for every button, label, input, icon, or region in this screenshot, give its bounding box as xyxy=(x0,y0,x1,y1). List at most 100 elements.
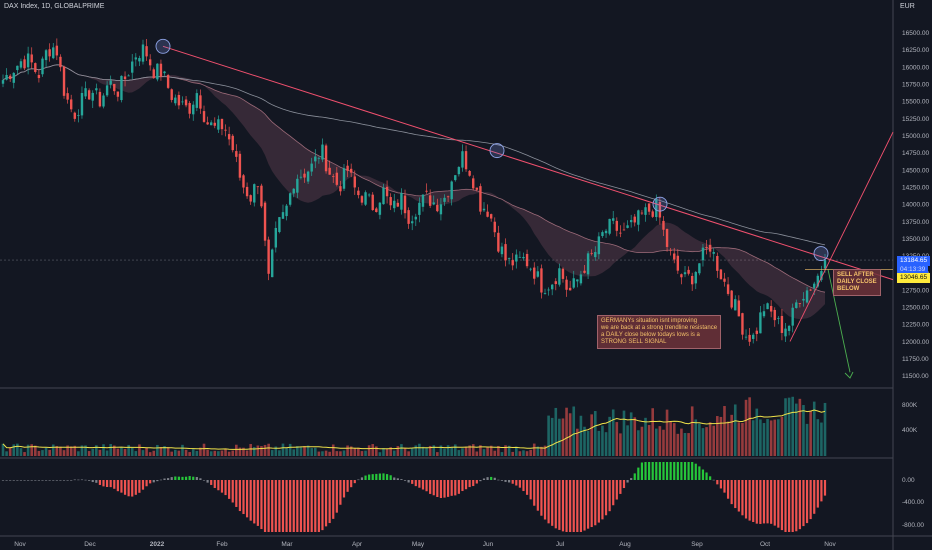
volume-bar xyxy=(120,447,123,456)
price-tick-label: 12500.00 xyxy=(902,305,929,312)
price-tick-label: 15000.00 xyxy=(902,133,929,140)
oscillator-bar xyxy=(709,476,712,480)
oscillator-bar xyxy=(371,474,374,480)
oscillator-bar xyxy=(719,480,723,489)
candle-body xyxy=(403,195,407,214)
oscillator-bar xyxy=(705,472,708,480)
candle-body xyxy=(823,260,827,269)
candle-body xyxy=(34,63,37,72)
candle-body xyxy=(170,89,173,100)
oscillator-bar xyxy=(418,480,421,488)
candle-body xyxy=(378,202,382,215)
candle-body xyxy=(314,156,317,162)
candle-body xyxy=(52,47,55,59)
volume-bar xyxy=(349,446,353,456)
candle-body xyxy=(669,249,672,251)
candle-body xyxy=(342,168,346,189)
volume-bar xyxy=(292,449,296,456)
candle-body xyxy=(332,176,335,178)
volume-bar xyxy=(794,403,798,456)
oscillator-bar xyxy=(780,480,784,531)
oscillator-bar xyxy=(102,480,105,487)
volume-bar xyxy=(583,426,586,456)
volume-bar xyxy=(461,448,464,456)
oscillator-bar xyxy=(59,480,62,481)
oscillator-bar xyxy=(235,480,238,507)
candle-body xyxy=(238,153,242,178)
oscillator-bar xyxy=(23,480,26,481)
volume-bar xyxy=(726,421,730,456)
volume-bar xyxy=(529,449,532,456)
volume-bar xyxy=(543,445,547,456)
candle-body xyxy=(809,289,812,291)
volume-bar xyxy=(91,448,95,456)
x-tick-label: 2022 xyxy=(150,541,165,548)
oscillator-bar xyxy=(619,480,622,494)
oscillator-bar xyxy=(525,480,529,495)
oscillator-bar xyxy=(220,480,224,493)
candle-body xyxy=(737,300,741,317)
volume-bar xyxy=(687,433,690,456)
oscillator-bar xyxy=(612,480,615,506)
volume-bar xyxy=(127,444,130,456)
volume-bar xyxy=(798,398,802,456)
oscillator-bar xyxy=(576,480,579,532)
candle-body xyxy=(159,63,163,77)
oscillator-bar xyxy=(181,476,184,480)
price-tick-label: 14000.00 xyxy=(902,202,929,209)
volume-bar xyxy=(299,447,303,456)
candle-body xyxy=(647,203,651,212)
volume-bar xyxy=(242,447,245,456)
candle-body xyxy=(421,194,425,207)
candle-body xyxy=(780,315,784,333)
volume-bar xyxy=(486,446,489,456)
oscillator-bar xyxy=(773,480,776,526)
volume-bar xyxy=(547,415,550,456)
oscillator-bar xyxy=(425,480,428,492)
oscillator-bar xyxy=(66,480,69,481)
volume-bar xyxy=(694,419,698,456)
volume-bar xyxy=(303,446,306,456)
oscillator-bar xyxy=(48,480,51,481)
volume-bar xyxy=(654,428,658,456)
oscillator-bar xyxy=(737,480,740,512)
volume-bar xyxy=(170,451,174,456)
candle-body xyxy=(249,195,252,202)
candle-body xyxy=(44,50,48,61)
volume-bar xyxy=(730,414,733,456)
candle-body xyxy=(482,208,486,211)
candle-body xyxy=(479,186,482,212)
candle-body xyxy=(281,212,285,219)
candle-body xyxy=(66,93,69,100)
candle-body xyxy=(432,202,435,205)
candle-body xyxy=(138,58,141,62)
candle-body xyxy=(253,184,256,203)
candle-body xyxy=(367,194,371,196)
oscillator-bar xyxy=(127,480,130,497)
price-tick-label: 12750.00 xyxy=(902,287,929,294)
candle-body xyxy=(195,93,199,108)
ma-50-line xyxy=(2,64,826,293)
candle-body xyxy=(62,66,66,96)
oscillator-bar xyxy=(278,480,281,532)
volume-bar xyxy=(278,450,281,456)
candle-body xyxy=(705,247,708,249)
oscillator-bar xyxy=(263,480,267,532)
volume-bar xyxy=(37,450,41,456)
oscillator-bar xyxy=(716,480,719,485)
oscillator-bar xyxy=(163,478,166,480)
volume-bar xyxy=(482,449,486,456)
candle-body xyxy=(683,272,687,275)
volume-bar xyxy=(331,444,335,456)
price-tick-label: 16500.00 xyxy=(902,30,929,37)
volume-bar xyxy=(367,445,371,456)
volume-bar xyxy=(622,410,626,456)
volume-bar xyxy=(288,443,292,456)
oscillator-bar xyxy=(303,480,306,532)
oscillator-bar xyxy=(569,480,572,532)
resistance-circle xyxy=(489,143,505,159)
candle-body xyxy=(644,207,647,215)
volume-bar xyxy=(166,447,170,456)
volume-bar xyxy=(375,446,378,456)
